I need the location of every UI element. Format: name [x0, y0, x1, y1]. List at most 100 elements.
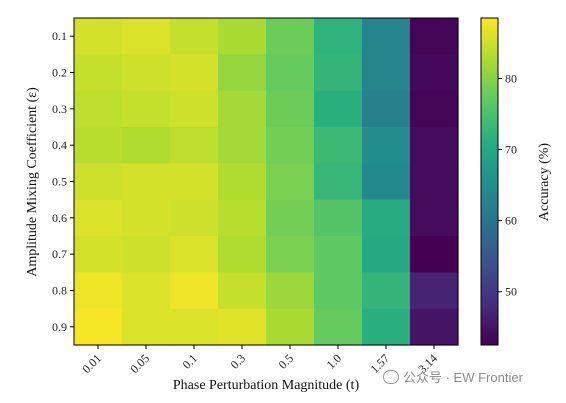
heatmap-cell: [266, 127, 315, 164]
heatmap-cell: [74, 18, 123, 55]
heatmap-cell: [362, 54, 411, 92]
x-tick-label: 0.3: [228, 351, 249, 372]
colorbar-tick-label: 80: [505, 71, 517, 85]
y-tick-label: 0.8: [52, 284, 67, 298]
heatmap-cell: [74, 54, 123, 92]
heatmap-cell: [314, 236, 363, 273]
heatmap-cell: [362, 236, 411, 273]
x-tick-label: 0.01: [79, 351, 104, 376]
heatmap-cell: [170, 90, 219, 128]
heatmap-cell: [410, 90, 459, 128]
heatmap-cells: [74, 18, 459, 346]
heatmap-cell: [74, 90, 123, 128]
heatmap-cell: [410, 199, 459, 237]
heatmap-cell: [314, 199, 363, 237]
heatmap-cell: [122, 127, 171, 164]
heatmap-cell: [122, 199, 171, 237]
heatmap-cell: [170, 308, 219, 346]
x-axis-label: Phase Perturbation Magnitude (t): [173, 378, 360, 393]
x-tick-label: 0.5: [276, 351, 297, 372]
heatmap-cell: [410, 308, 459, 346]
heatmap-cell: [314, 18, 363, 55]
heatmap-cell: [266, 18, 315, 55]
heatmap-cell: [410, 272, 459, 310]
x-tick-label: 0.05: [127, 351, 152, 376]
colorbar-label: Accuracy (%): [537, 143, 552, 221]
heatmap-cell: [170, 236, 219, 273]
heatmap-cell: [122, 272, 171, 310]
heatmap-cell: [170, 272, 219, 310]
y-tick-label: 0.7: [52, 247, 67, 261]
heatmap-cell: [74, 308, 123, 346]
y-axis-ticks: 0.1 0.2 0.3 0.4 0.5 0.6 0.7 0.8 0.9: [52, 29, 74, 334]
heatmap-cell: [362, 18, 411, 55]
heatmap-cell: [74, 127, 123, 164]
heatmap-cell: [218, 90, 267, 128]
heatmap-cell: [218, 236, 267, 273]
heatmap-cell: [122, 54, 171, 92]
y-tick-label: 0.2: [52, 66, 67, 80]
heatmap-cell: [122, 18, 171, 55]
colorbar: [480, 17, 499, 346]
heatmap-cell: [410, 236, 459, 273]
heatmap-cell: [122, 236, 171, 273]
heatmap-cell: [218, 199, 267, 237]
colorbar-tick-label: 70: [505, 143, 517, 157]
heatmap-cell: [170, 199, 219, 237]
heatmap-cell: [122, 90, 171, 128]
colorbar-tick-label: 60: [505, 214, 517, 228]
heatmap-cell: [122, 308, 171, 346]
wechat-icon: [383, 370, 399, 384]
heatmap-cell: [266, 54, 315, 92]
heatmap-cell: [74, 199, 123, 237]
heatmap-cell: [362, 127, 411, 164]
heatmap-cell: [314, 163, 363, 201]
heatmap-cell: [314, 308, 363, 346]
heatmap-cell: [362, 308, 411, 346]
heatmap-cell: [218, 163, 267, 201]
x-tick-label: 0.1: [180, 351, 201, 372]
heatmap-cell: [314, 90, 363, 128]
heatmap-cell: [410, 54, 459, 92]
heatmap-cell: [362, 90, 411, 128]
y-tick-label: 0.9: [52, 320, 67, 334]
y-tick-label: 0.4: [52, 138, 67, 152]
heatmap-cell: [362, 199, 411, 237]
heatmap-cell: [266, 90, 315, 128]
heatmap-cell: [266, 308, 315, 346]
heatmap-cell: [218, 272, 267, 310]
heatmap-cell: [74, 163, 123, 201]
heatmap-cell: [74, 236, 123, 273]
heatmap-cell: [410, 18, 459, 55]
y-axis-label: Amplitude Mixing Coefficient (ε): [25, 87, 40, 277]
heatmap-cell: [218, 54, 267, 92]
heatmap-cell: [362, 163, 411, 201]
heatmap-cell: [314, 54, 363, 92]
heatmap-cell: [170, 54, 219, 92]
watermark: 公众号 · EW Frontier: [383, 367, 523, 386]
heatmap-cell: [170, 163, 219, 201]
heatmap-cell: [266, 163, 315, 201]
heatmap-cell: [170, 18, 219, 55]
heatmap-cell: [314, 272, 363, 310]
heatmap-cell: [266, 272, 315, 310]
colorbar-ticks: 50 60 70 80: [498, 71, 517, 299]
colorbar-tick-label: 50: [505, 285, 517, 299]
heatmap-cell: [218, 127, 267, 164]
heatmap-cell: [170, 127, 219, 164]
heatmap-cell: [410, 127, 459, 164]
y-tick-label: 0.1: [52, 29, 67, 43]
heatmap-cell: [74, 272, 123, 310]
heatmap-cell: [410, 163, 459, 201]
y-tick-label: 0.3: [52, 102, 67, 116]
y-tick-label: 0.5: [52, 175, 67, 189]
heatmap-cell: [218, 308, 267, 346]
heatmap-cell: [266, 236, 315, 273]
heatmap-cell: [362, 272, 411, 310]
x-tick-label: 1.0: [324, 351, 345, 372]
heatmap-cell: [266, 199, 315, 237]
heatmap-cell: [218, 18, 267, 55]
heatmap-cell: [122, 163, 171, 201]
heatmap-cell: [314, 127, 363, 164]
